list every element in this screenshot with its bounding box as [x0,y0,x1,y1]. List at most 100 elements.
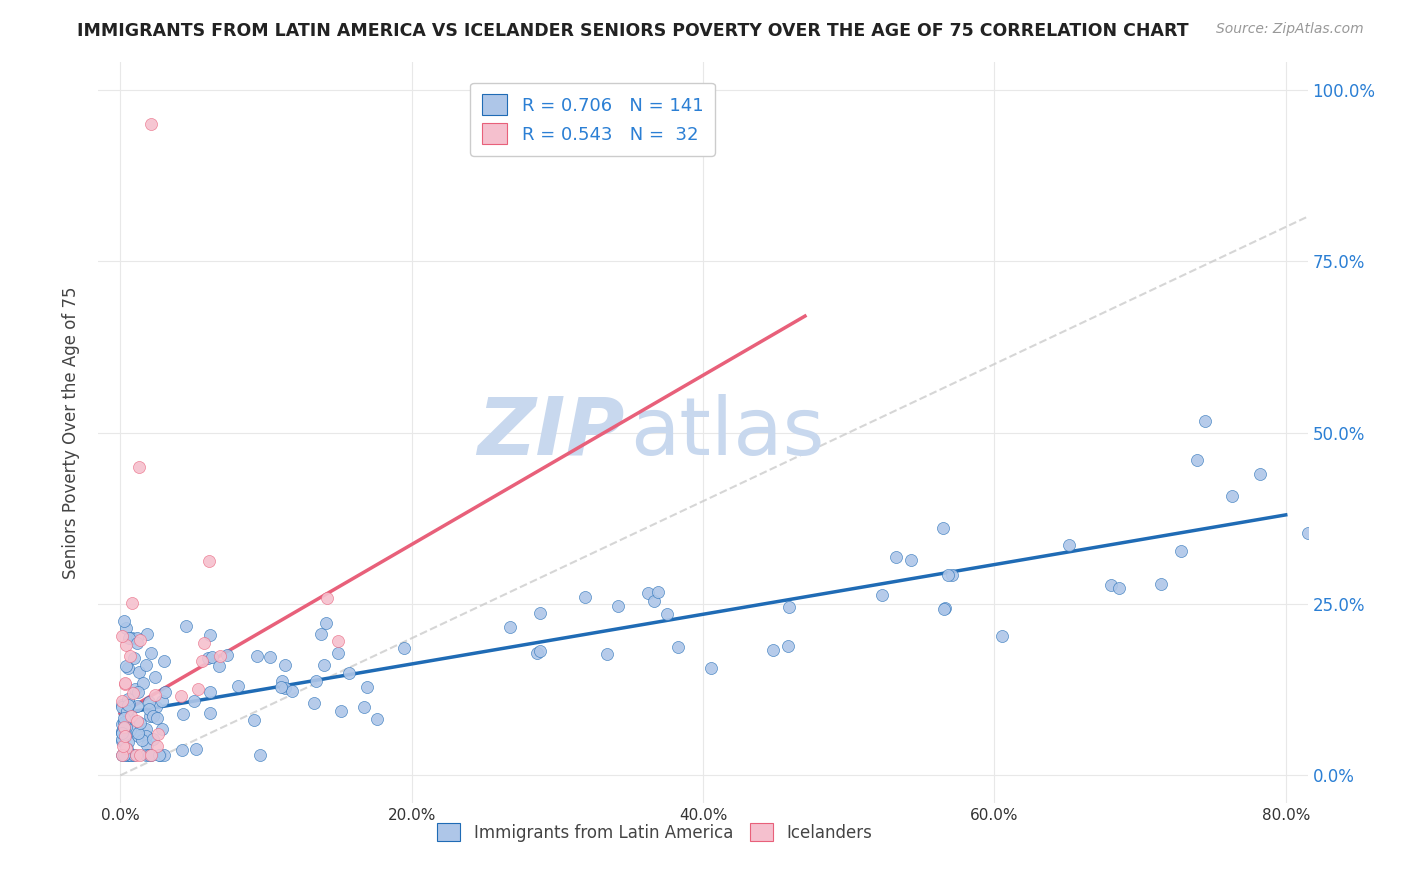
Point [900,553,922,567]
Point [117,735,139,749]
Point [193,636,215,650]
Point [117,661,139,675]
Point [647,584,669,599]
Point [117,698,139,712]
Point [132,676,155,690]
Point [118,697,141,711]
Point [121,632,143,646]
Point [127,714,149,729]
Point [111,747,134,762]
Point [141,747,163,762]
Point [146,726,169,740]
Point [174,619,197,633]
Point [121,596,143,610]
Point [117,747,139,762]
Point [112,710,135,724]
Point [129,747,152,762]
Point [139,747,162,762]
Point [114,677,136,691]
Point [526,646,548,660]
Point [128,716,150,731]
Point [1220,489,1243,503]
Point [115,638,138,652]
Point [143,688,166,702]
Point [198,628,221,642]
Point [121,747,143,762]
Point [1108,581,1130,595]
Legend: Immigrants from Latin America, Icelanders: Immigrants from Latin America, Icelander… [429,815,880,850]
Point [153,684,176,698]
Point [172,743,194,757]
Point [941,568,963,582]
Point [111,726,134,740]
Point [117,691,139,706]
Point [112,720,135,734]
Point [574,590,596,604]
Point [1099,578,1122,592]
Point [139,646,162,660]
Point [187,681,209,696]
Point [778,599,800,614]
Point [304,696,326,710]
Point [246,649,269,664]
Point [114,720,136,734]
Point [198,554,221,568]
Point [607,599,630,613]
Point [529,606,551,620]
Point [111,731,134,746]
Point [197,651,219,665]
Point [1057,538,1080,552]
Point [135,723,157,737]
Point [111,694,134,708]
Point [146,739,169,754]
Point [112,739,135,753]
Point [271,673,294,688]
Point [700,661,723,675]
Point [142,708,165,723]
Point [111,629,134,643]
Point [270,680,292,694]
Point [1194,414,1216,428]
Point [145,700,167,714]
Point [153,654,176,668]
Point [135,738,157,752]
Point [118,648,141,663]
Point [138,747,160,762]
Point [125,631,148,645]
Point [208,648,231,663]
Point [124,747,146,762]
Point [111,725,134,739]
Point [111,700,134,714]
Point [1249,467,1271,481]
Point [281,684,304,698]
Point [118,632,141,646]
Point [936,568,959,582]
Point [127,698,149,713]
Text: ZIP: ZIP [477,393,624,472]
Point [337,665,360,680]
Text: atlas: atlas [630,393,825,472]
Point [217,648,239,662]
Point [884,550,907,565]
Point [112,615,135,629]
Y-axis label: Seniors Poverty Over the Age of 75: Seniors Poverty Over the Age of 75 [62,286,80,579]
Point [150,693,173,707]
Point [115,704,138,718]
Point [122,747,145,762]
Point [655,607,678,621]
Point [186,742,208,756]
Point [131,733,153,747]
Point [1296,526,1319,541]
Point [243,713,266,727]
Point [139,709,162,723]
Point [148,747,170,762]
Point [135,729,157,743]
Point [637,586,659,600]
Point [127,729,149,743]
Point [529,644,551,658]
Point [1150,577,1173,591]
Point [122,686,145,700]
Point [114,676,136,690]
Point [112,721,135,735]
Text: Source: ZipAtlas.com: Source: ZipAtlas.com [1216,22,1364,37]
